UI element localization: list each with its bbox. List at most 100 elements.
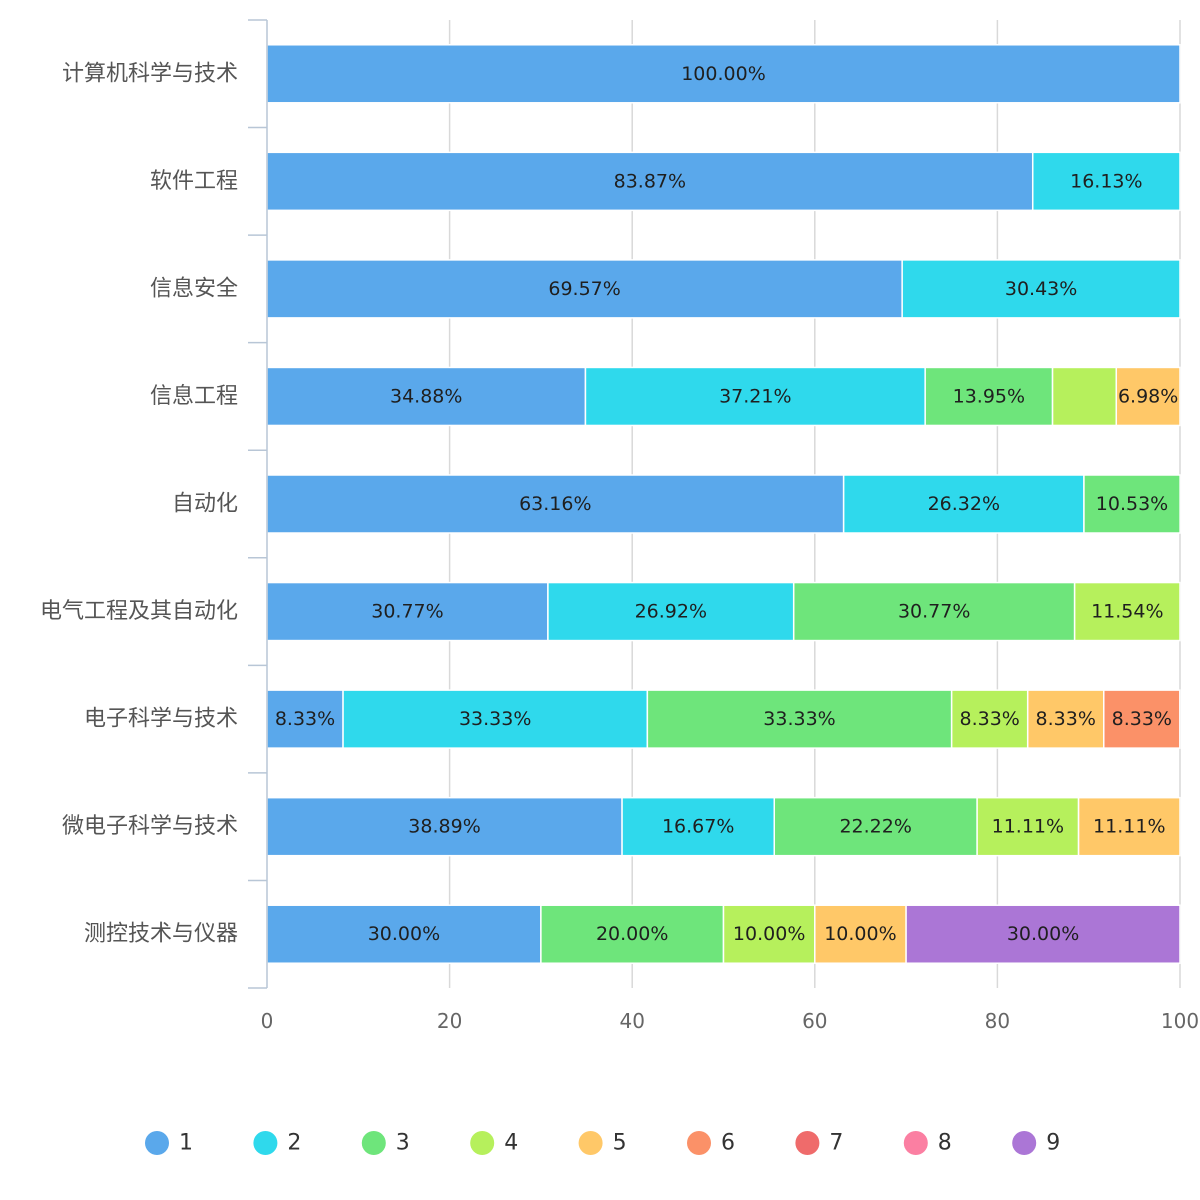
bar-segment-series-3[interactable]: [646, 689, 953, 749]
bar-segment-series-4[interactable]: [1073, 581, 1181, 642]
x-tick-label: 20: [437, 1009, 462, 1033]
data-label: 10.00%: [733, 923, 805, 945]
x-tick-label: 100: [1161, 1009, 1199, 1033]
data-label: 16.67%: [662, 816, 734, 838]
legend-item-3[interactable]: 3: [361, 1131, 410, 1156]
data-label: 69.57%: [548, 278, 620, 300]
legend-swatch: [578, 1131, 603, 1155]
bar-segment-series-2[interactable]: [584, 366, 926, 427]
bar-segment-series-1[interactable]: [266, 366, 587, 427]
bar-segment-series-1[interactable]: [266, 474, 845, 534]
legend-item-6[interactable]: 6: [687, 1131, 735, 1156]
legend-swatch: [145, 1131, 169, 1155]
bar-segment-series-3[interactable]: [1083, 474, 1181, 534]
bar-segment-series-1[interactable]: [266, 689, 344, 749]
bar-segment-series-1[interactable]: [266, 904, 542, 964]
legend[interactable]: 1 2 3 4 5 6 7 8 9: [145, 1131, 1060, 1156]
bar-segment-series-3[interactable]: [540, 904, 725, 964]
x-tick-label: 60: [802, 1009, 827, 1033]
legend-swatch: [903, 1131, 928, 1155]
legend-item-7[interactable]: 7: [795, 1131, 843, 1156]
data-labels: 100.00% 83.87% 16.13% 69.57% 30.43% 34.88% 37.…: [275, 63, 1178, 945]
data-label: 33.33%: [459, 708, 531, 730]
bar-segment-series-5[interactable]: [1026, 689, 1105, 749]
bar-segment-series-6[interactable]: [1103, 689, 1181, 749]
legend-label: 7: [829, 1131, 843, 1156]
bar-segment-series-5[interactable]: [814, 904, 907, 964]
category-label: 电子科学与技术: [84, 707, 238, 732]
legend-label: 4: [504, 1131, 518, 1156]
bar-segment-series-5[interactable]: [1077, 796, 1181, 857]
x-tick-label: 0: [261, 1009, 274, 1033]
bar-segment-series-2[interactable]: [342, 689, 649, 749]
data-label: 63.16%: [519, 493, 591, 515]
bar-segment-series-1[interactable]: [266, 44, 1181, 104]
bar-segment-series-4[interactable]: [950, 689, 1029, 749]
data-label: 100.00%: [681, 63, 766, 85]
category-label: 电气工程及其自动化: [40, 599, 238, 624]
category-label: 自动化: [172, 492, 238, 517]
legend-swatch: [470, 1131, 495, 1155]
data-label: 37.21%: [719, 385, 791, 407]
category-label: 信息安全: [150, 276, 238, 301]
legend-label: 5: [613, 1131, 627, 1156]
data-label: 38.89%: [408, 816, 480, 838]
legend-item-5[interactable]: 5: [578, 1131, 627, 1156]
data-label: 33.33%: [763, 708, 835, 730]
x-tick-label: 80: [985, 1009, 1010, 1033]
legend-item-9[interactable]: 9: [1012, 1131, 1060, 1156]
category-label: 软件工程: [150, 169, 238, 194]
legend-label: 2: [287, 1131, 301, 1156]
data-label: 8.33%: [960, 708, 1020, 730]
data-label: 30.00%: [1007, 923, 1079, 945]
bar-segment-series-1[interactable]: [266, 259, 903, 319]
data-label: 6.98%: [1118, 385, 1178, 407]
bar-segment-series-2[interactable]: [1031, 151, 1181, 212]
bar-segment-series-2[interactable]: [547, 581, 795, 642]
bars: [266, 44, 1181, 964]
legend-swatch: [795, 1131, 820, 1155]
legend-swatch: [361, 1131, 386, 1155]
legend-item-8[interactable]: 8: [903, 1131, 952, 1156]
data-label: 8.33%: [275, 708, 335, 730]
data-label: 30.00%: [368, 923, 440, 945]
data-label: 30.43%: [1005, 278, 1077, 300]
category-label: 计算机科学与技术: [62, 61, 238, 86]
bar-segment-series-4[interactable]: [976, 796, 1080, 857]
legend-label: 9: [1046, 1131, 1060, 1156]
data-label: 22.22%: [839, 816, 911, 838]
bar-segment-series-1[interactable]: [266, 796, 623, 857]
bar-segment-series-5[interactable]: [1115, 366, 1181, 427]
legend-swatch: [1012, 1131, 1037, 1155]
legend-swatch: [253, 1131, 278, 1155]
data-label: 13.95%: [953, 385, 1025, 407]
category-label: 信息工程: [150, 384, 238, 409]
data-label: 8.33%: [1036, 708, 1096, 730]
legend-item-2[interactable]: 2: [253, 1131, 301, 1156]
legend-label: 8: [938, 1131, 952, 1156]
data-label: 20.00%: [596, 923, 668, 945]
bar-segment-series-2[interactable]: [621, 796, 776, 857]
data-label: 30.77%: [898, 601, 970, 623]
legend-swatch: [687, 1131, 711, 1155]
bar-segment-series-9[interactable]: [905, 904, 1181, 964]
data-label: 10.53%: [1096, 493, 1168, 515]
bar-segment-series-2[interactable]: [901, 259, 1181, 319]
legend-item-1[interactable]: 1: [145, 1131, 193, 1156]
data-label: 11.11%: [1093, 816, 1165, 838]
data-label: 26.32%: [928, 493, 1000, 515]
axes: 0 20 40 60 80 100 计算机科学与技术软件工程信息安全信息工程自动化电气工程及…: [40, 19, 1199, 1033]
bar-segment-series-3[interactable]: [773, 796, 978, 857]
data-label: 16.13%: [1070, 170, 1142, 192]
data-label: 30.77%: [371, 601, 443, 623]
bar-segment-series-3[interactable]: [792, 581, 1076, 642]
bar-segment-series-4[interactable]: [1051, 366, 1118, 427]
category-label: 测控技术与仪器: [84, 922, 238, 947]
data-label: 83.87%: [614, 170, 686, 192]
x-tick-label: 40: [619, 1009, 644, 1033]
data-label: 8.33%: [1112, 708, 1172, 730]
data-label: 11.11%: [992, 816, 1064, 838]
legend-label: 6: [721, 1131, 735, 1156]
legend-item-4[interactable]: 4: [470, 1131, 518, 1156]
